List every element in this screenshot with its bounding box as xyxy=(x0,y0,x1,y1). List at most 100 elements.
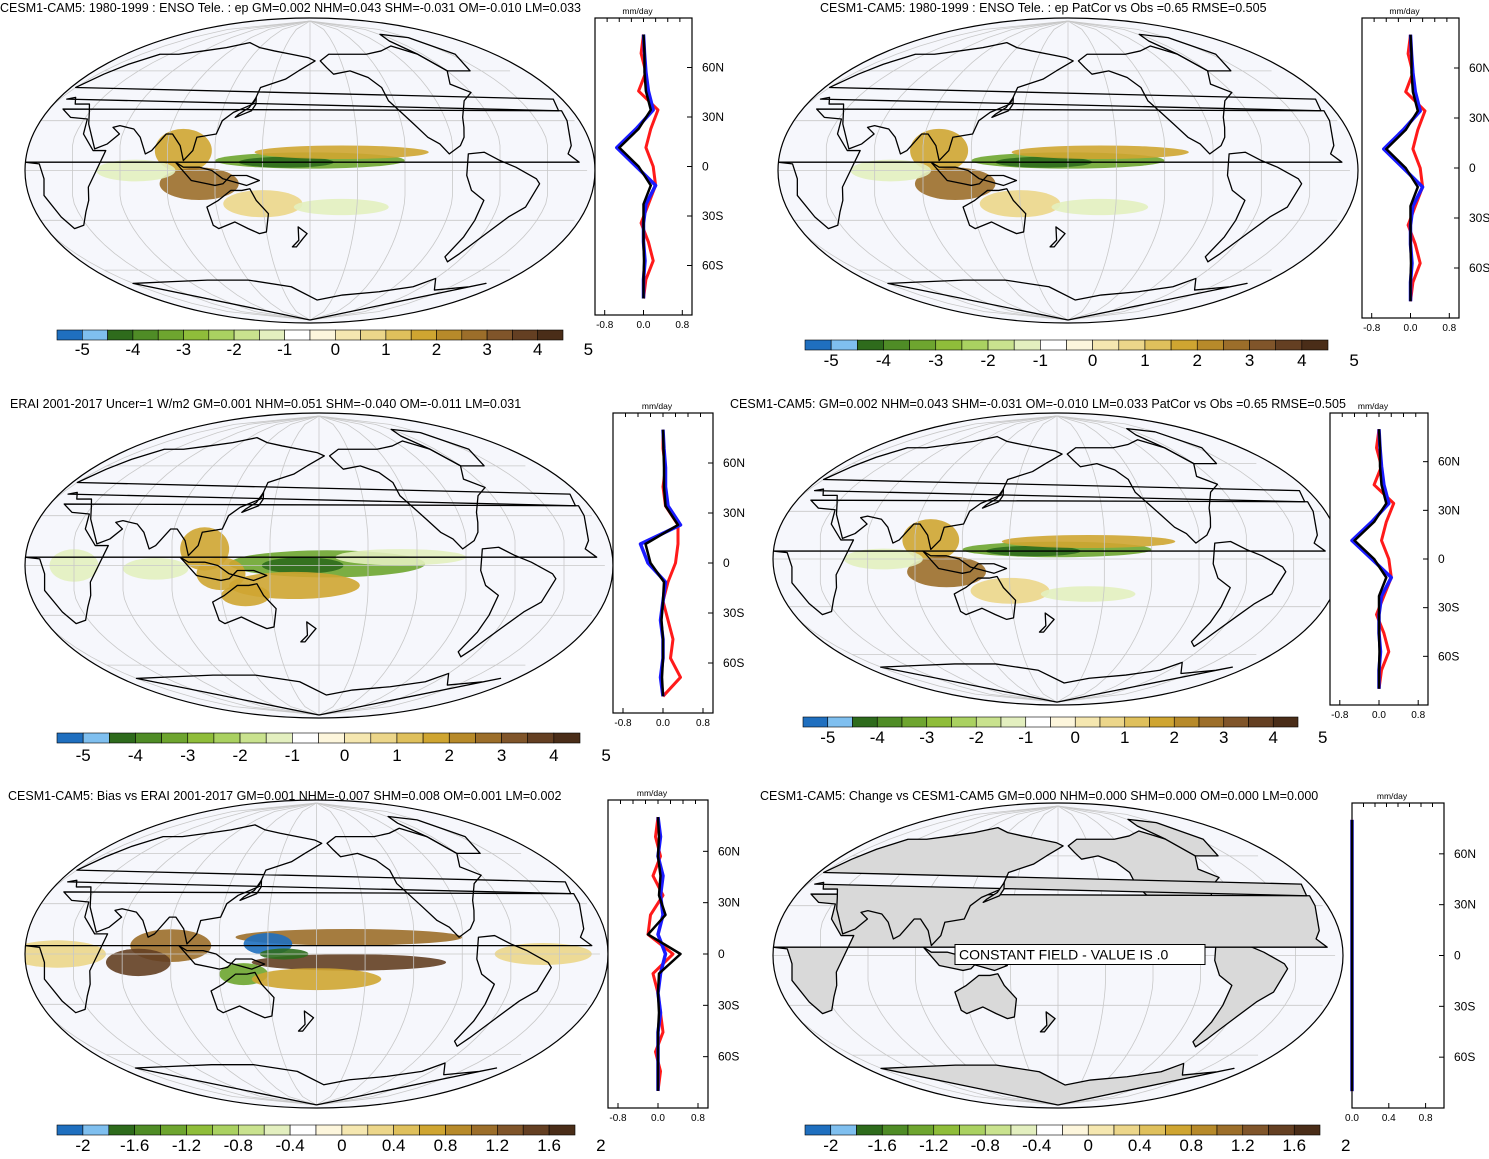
colorbar-swatch xyxy=(501,732,528,744)
colorbar-label: 2 xyxy=(596,1136,605,1155)
colorbar-label: -5 xyxy=(76,746,91,765)
graticule-lon xyxy=(316,802,366,1106)
colorbar-swatch xyxy=(909,339,937,351)
zonal-line-diff xyxy=(1353,429,1388,689)
colorbar-label: -1 xyxy=(1018,728,1033,747)
coastline-new-zealand xyxy=(300,621,317,643)
colorbar-swatch xyxy=(1149,716,1175,728)
zonal-mean-panel: mm/day -0.8 0.0 0.8 60N 30N 0 30S 60S xyxy=(607,788,740,1124)
graticule-lon xyxy=(72,20,311,321)
zonal-xtick-label: -0.8 xyxy=(609,1113,627,1124)
zonal-lat-label: 60S xyxy=(1454,1050,1475,1064)
colorbar-swatch xyxy=(1216,1124,1244,1136)
colorbar-swatch xyxy=(370,732,398,744)
coastline-japan xyxy=(991,96,1014,119)
colorbar-swatch xyxy=(1040,339,1067,351)
colorbar-swatch xyxy=(318,732,345,744)
anomaly-contour xyxy=(251,954,447,971)
zonal-lat-label: 0 xyxy=(1454,949,1461,963)
coastline-japan xyxy=(241,491,265,514)
graticule-lon xyxy=(867,415,1058,703)
colorbar-swatch xyxy=(1275,339,1303,351)
colorbar-swatch xyxy=(553,732,581,744)
zonal-lat-label: 60S xyxy=(1438,649,1459,663)
colorbar-swatch xyxy=(1074,716,1101,728)
graticule-lon xyxy=(214,20,311,321)
zonal-line-obs xyxy=(1404,34,1427,302)
constant-field-label: CONSTANT FIELD - VALUE IS .0 xyxy=(959,947,1168,963)
colorbar-label: 4 xyxy=(549,746,558,765)
zonal-lat-label: 60N xyxy=(1438,455,1460,469)
colorbar-label: 1.2 xyxy=(1231,1136,1255,1155)
colorbar-swatch xyxy=(461,329,488,341)
zonal-lat-label: 60N xyxy=(1469,61,1489,75)
graticule-lon xyxy=(1067,20,1214,321)
colorbar-label: 1.6 xyxy=(537,1136,561,1155)
colorbar-swatch xyxy=(486,329,513,341)
graticule-lon xyxy=(170,802,317,1106)
colorbar-swatch xyxy=(881,1124,909,1136)
zonal-xtick-label: 0.8 xyxy=(691,1113,705,1124)
colorbar-swatch xyxy=(1144,339,1172,351)
graticule-lon xyxy=(267,802,317,1106)
colorbar-label: 2 xyxy=(1341,1136,1350,1155)
colorbar-swatch xyxy=(107,329,134,341)
coastline-europe-asia xyxy=(67,824,572,945)
colorbar-swatch xyxy=(548,1124,576,1136)
colorbar-swatch xyxy=(396,732,424,744)
coastline-africa xyxy=(773,893,1328,1015)
coastline-north-america xyxy=(326,827,482,938)
colorbar-swatch xyxy=(109,732,136,744)
graticule-lon xyxy=(309,20,358,321)
zonal-lat-label: 30N xyxy=(1454,898,1476,912)
graticule-lon xyxy=(318,415,418,716)
coastline-south-america xyxy=(1204,151,1303,263)
colorbar: -5 -4 -3 -2 -1 0 1 2 3 4 5 xyxy=(56,732,611,765)
colorbar-label: 4 xyxy=(1269,728,1278,747)
colorbar-label: -1 xyxy=(277,340,292,359)
zonal-lat-label: 30N xyxy=(702,110,724,124)
colorbar-label: -1 xyxy=(285,746,300,765)
colorbar-label: -1.6 xyxy=(868,1136,897,1155)
zonal-units: mm/day xyxy=(637,788,668,798)
coastline-south-america xyxy=(444,151,541,263)
graticule-lon xyxy=(119,20,311,321)
coastline-africa xyxy=(778,108,1343,230)
zonal-xtick-label: 0.8 xyxy=(1419,1113,1433,1124)
zonal-lat-label: 60S xyxy=(723,656,744,670)
coastline-north-america xyxy=(1077,45,1233,155)
colorbar-swatch xyxy=(856,339,884,351)
colorbar-swatch xyxy=(419,1124,446,1136)
colorbar-swatch xyxy=(1118,339,1146,351)
map-border xyxy=(772,802,1344,1109)
colorbar-swatch xyxy=(933,1124,960,1136)
zonal-xtick-label: -0.8 xyxy=(1363,323,1381,334)
colorbar-swatch xyxy=(1050,716,1076,728)
map-area xyxy=(25,800,608,1108)
colorbar-label: 3 xyxy=(1245,351,1254,370)
zonal-lat-label: 60S xyxy=(1469,261,1489,275)
panel-p4: CESM1-CAM5: GM=0.002 NHM=0.043 SHM=-0.03… xyxy=(730,397,1460,747)
colorbar-swatch xyxy=(82,329,108,341)
colorbar-label: 1 xyxy=(1120,728,1129,747)
colorbar-swatch xyxy=(1013,339,1041,351)
coastline-indonesia xyxy=(178,944,266,970)
map-area xyxy=(25,413,613,718)
colorbar-label: -0.8 xyxy=(971,1136,1000,1155)
coastline-australia xyxy=(962,188,1027,235)
zonal-xtick-label: 0.8 xyxy=(1411,710,1425,721)
coastline-new-zealand xyxy=(297,1010,315,1032)
colorbar: -5 -4 -3 -2 -1 0 1 2 3 4 5 xyxy=(802,716,1327,747)
colorbar-label: -3 xyxy=(928,351,943,370)
colorbar-label: 0 xyxy=(340,746,349,765)
colorbar-swatch xyxy=(830,1124,857,1136)
colorbar-swatch xyxy=(1010,1124,1038,1136)
zonal-mean-panel: mm/day -0.8 0.0 0.8 60N 30N 0 30S 60S xyxy=(1329,401,1460,721)
colorbar-swatch xyxy=(987,339,1015,351)
panel-p1: CESM1-CAM5: 1980-1999 : ENSO Tele. : ep … xyxy=(0,1,724,359)
zonal-mean-panel: mm/day 0.0 0.4 0.8 60N 30N 0 30S 60S xyxy=(1345,791,1476,1124)
colorbar-label: -1 xyxy=(1033,351,1048,370)
colorbar-swatch xyxy=(187,732,215,744)
zonal-mean-panel: mm/day -0.8 0.0 0.8 60N 30N 0 30S 60S xyxy=(612,401,745,729)
graticule-lon xyxy=(1009,415,1058,703)
